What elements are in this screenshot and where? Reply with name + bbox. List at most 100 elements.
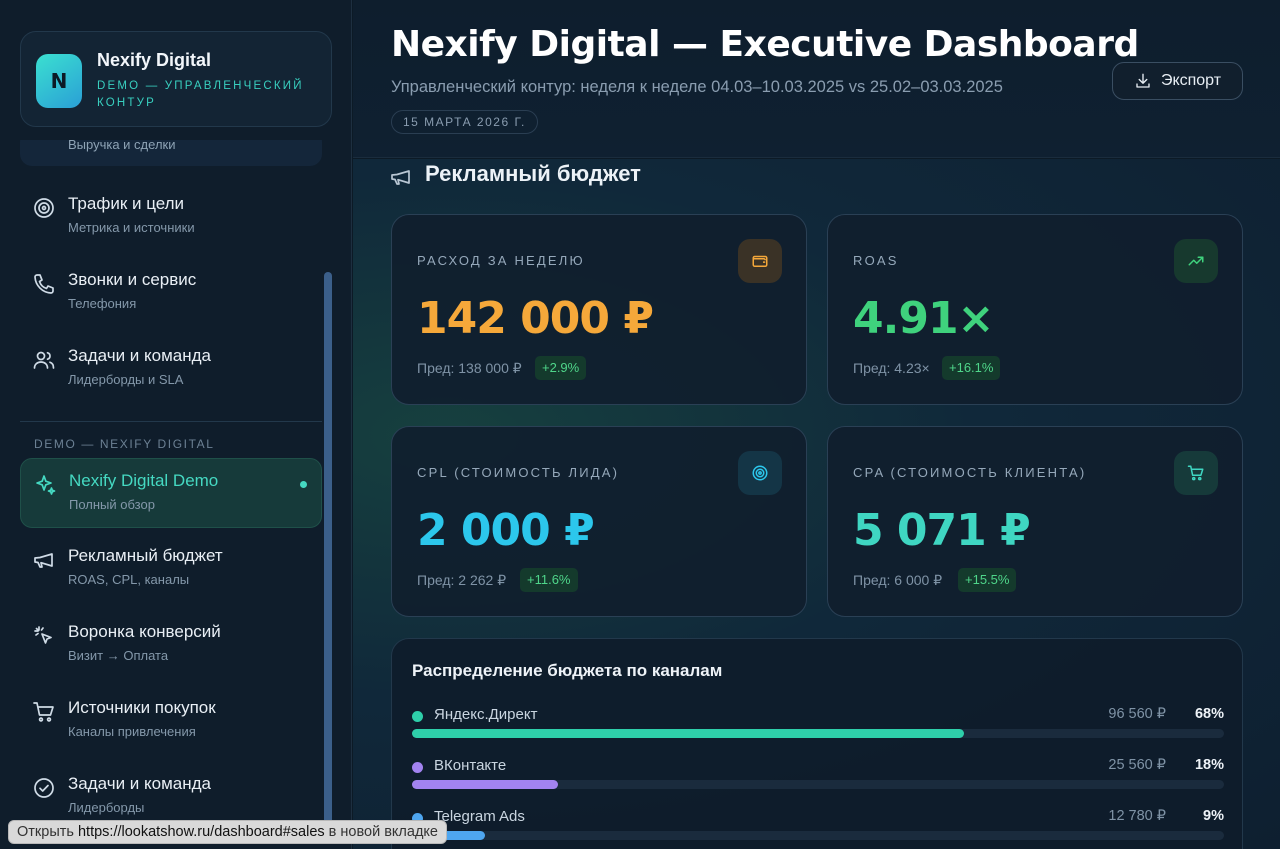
sidebar-nav: Выручка и сделки Трафик и цели Метрика и… [0, 140, 340, 830]
target-icon [752, 465, 768, 481]
sidebar-item-title: Nexify Digital Demo [69, 471, 219, 490]
sidebar-item-ad-budget[interactable]: Рекламный бюджет ROAS, CPL, каналы [20, 534, 322, 604]
wallet-icon [752, 255, 768, 267]
sidebar-item-traffic[interactable]: Трафик и цели Метрика и источники [20, 182, 322, 252]
channel-name: Яндекс.Директ [434, 706, 538, 723]
sidebar-item-sales[interactable]: Выручка и сделки [20, 140, 322, 166]
sidebar-item-calls[interactable]: Звонки и сервис Телефония [20, 258, 322, 328]
sidebar-item-title: Воронка конверсий [68, 622, 221, 641]
channels-title: Распределение бюджета по каналам [412, 661, 723, 680]
section-title: Рекламный бюджет [425, 161, 641, 186]
kpi-card-cpl: CPL (СТОИМОСТЬ ЛИДА) 2 000 ₽ Пред: 2 262… [391, 426, 807, 617]
sidebar-item-sub: Визит → Оплата [68, 648, 169, 663]
kpi-card-spend: РАСХОД ЗА НЕДЕЛЮ 142 000 ₽ Пред: 138 000… [391, 214, 807, 405]
cursor-click-icon [34, 626, 52, 644]
status-suffix: в новой вкладке [328, 824, 438, 840]
sidebar-item-title: Источники покупок [68, 698, 216, 717]
kpi-icon-box [738, 239, 782, 283]
budget-channels-card: Распределение бюджета по каналам Яндекс.… [391, 638, 1243, 849]
channel-bar-fill [412, 729, 965, 738]
trend-up-icon [1188, 256, 1204, 266]
phone-icon [34, 274, 54, 294]
cart-icon [33, 702, 54, 722]
kpi-value: 2 000 ₽ [417, 505, 595, 556]
channel-bar-track [412, 729, 1224, 738]
kpi-previous: Пред: 2 262 ₽ [417, 572, 507, 588]
kpi-delta-badge: +11.6% [520, 568, 578, 592]
sidebar-item-tasks[interactable]: Задачи и команда Лидерборды и SLA [20, 334, 322, 404]
date-badge: 15 МАРТА 2026 Г. [391, 110, 538, 134]
channel-bar-fill [412, 831, 486, 840]
channel-bar-fill [412, 780, 559, 789]
sidebar-scrollbar-thumb[interactable] [324, 272, 332, 832]
kpi-previous: Пред: 6 000 ₽ [853, 572, 943, 588]
channel-name: ВКонтакте [434, 757, 507, 774]
kpi-card-cpa: CPA (СТОИМОСТЬ КЛИЕНТА) 5 071 ₽ Пред: 6 … [827, 426, 1243, 617]
kpi-card-roas: ROAS 4.91× Пред: 4.23× +16.1% [827, 214, 1243, 405]
channel-bar-track [412, 780, 1224, 789]
kpi-icon-box [738, 451, 782, 495]
brand-card[interactable]: N Nexify Digital DEMO — УПРАВЛЕНЧЕСКИЙ К… [20, 31, 332, 127]
sidebar-item-sub: Лидерборды [68, 800, 145, 815]
brand-logo: N [36, 54, 82, 108]
download-icon [1136, 73, 1150, 88]
kpi-icon-box [1174, 239, 1218, 283]
sidebar: N Nexify Digital DEMO — УПРАВЛЕНЧЕСКИЙ К… [0, 0, 352, 849]
status-url: https://lookatshow.ru/dashboard#sales [77, 824, 325, 840]
kpi-label: CPL (СТОИМОСТЬ ЛИДА) [417, 465, 620, 480]
export-button[interactable]: Экспорт [1112, 62, 1243, 100]
sidebar-item-funnel[interactable]: Воронка конверсий Визит → Оплата [20, 610, 322, 680]
channel-row: Telegram Ads 12 780 ₽ 9% [412, 807, 1224, 847]
users-icon [33, 351, 55, 369]
kpi-previous: Пред: 4.23× [853, 360, 930, 376]
channel-percent: 68% [1194, 706, 1224, 722]
brand-subtitle: DEMO — УПРАВЛЕНЧЕСКИЙ КОНТУР [97, 80, 304, 109]
kpi-value: 142 000 ₽ [417, 293, 654, 344]
channel-color-dot [412, 762, 423, 773]
page-title: Nexify Digital — Executive Dashboard [391, 24, 1139, 65]
channel-color-dot [412, 711, 423, 722]
sidebar-item-title: Звонки и сервис [68, 270, 197, 289]
check-circle-icon [34, 778, 54, 798]
export-button-label: Экспорт [1160, 72, 1222, 89]
cart-icon [1187, 465, 1204, 481]
kpi-delta-badge: +15.5% [958, 568, 1017, 592]
channel-color-dot [412, 813, 423, 824]
active-indicator-dot [300, 481, 307, 488]
sidebar-item-sub: ROAS, CPL, каналы [68, 572, 190, 587]
channel-name: Telegram Ads [434, 808, 525, 825]
channel-percent: 18% [1194, 757, 1224, 773]
sidebar-divider [20, 421, 322, 422]
sidebar-section-label: DEMO — NEXIFY DIGITAL [34, 437, 215, 451]
sidebar-item-sub: Выручка и сделки [68, 140, 176, 152]
kpi-previous: Пред: 138 000 ₽ [417, 360, 522, 376]
sidebar-item-team[interactable]: Задачи и команда Лидерборды [20, 762, 322, 830]
channel-row: Яндекс.Директ 96 560 ₽ 68% [412, 705, 1224, 745]
sidebar-item-title: Задачи и команда [68, 346, 212, 365]
sidebar-item-purchase-sources[interactable]: Источники покупок Каналы привлечения [20, 686, 322, 756]
channel-amount: 96 560 ₽ [1108, 706, 1166, 722]
sidebar-item-title: Рекламный бюджет [68, 546, 223, 565]
page-header: Nexify Digital — Executive Dashboard Упр… [353, 0, 1280, 158]
sidebar-item-sub: Каналы привлечения [68, 724, 196, 739]
target-icon [34, 198, 54, 218]
megaphone-icon [34, 553, 53, 568]
main-content: Рекламный бюджет РАСХОД ЗА НЕДЕЛЮ 142 00… [353, 159, 1280, 849]
channel-amount: 25 560 ₽ [1108, 757, 1166, 773]
page-subtitle: Управленческий контур: неделя к неделе 0… [391, 78, 1003, 96]
kpi-label: CPA (СТОИМОСТЬ КЛИЕНТА) [853, 465, 1087, 480]
megaphone-icon [391, 170, 410, 185]
channel-row: ВКонтакте 25 560 ₽ 18% [412, 756, 1224, 796]
sidebar-item-title: Задачи и команда [68, 774, 212, 793]
channel-amount: 12 780 ₽ [1108, 808, 1166, 824]
sidebar-item-title: Трафик и цели [68, 194, 185, 213]
kpi-icon-box [1174, 451, 1218, 495]
sidebar-item-sub: Лидерборды и SLA [68, 372, 184, 387]
sidebar-item-demo[interactable]: Nexify Digital Demo Полный обзор [20, 458, 322, 528]
sidebar-item-sub: Полный обзор [69, 497, 155, 512]
kpi-delta-badge: +16.1% [942, 356, 1001, 380]
sidebar-item-sub: Телефония [68, 296, 137, 311]
sparkle-icon [36, 475, 56, 495]
kpi-label: РАСХОД ЗА НЕДЕЛЮ [417, 253, 585, 268]
brand-title: Nexify Digital [97, 50, 212, 70]
